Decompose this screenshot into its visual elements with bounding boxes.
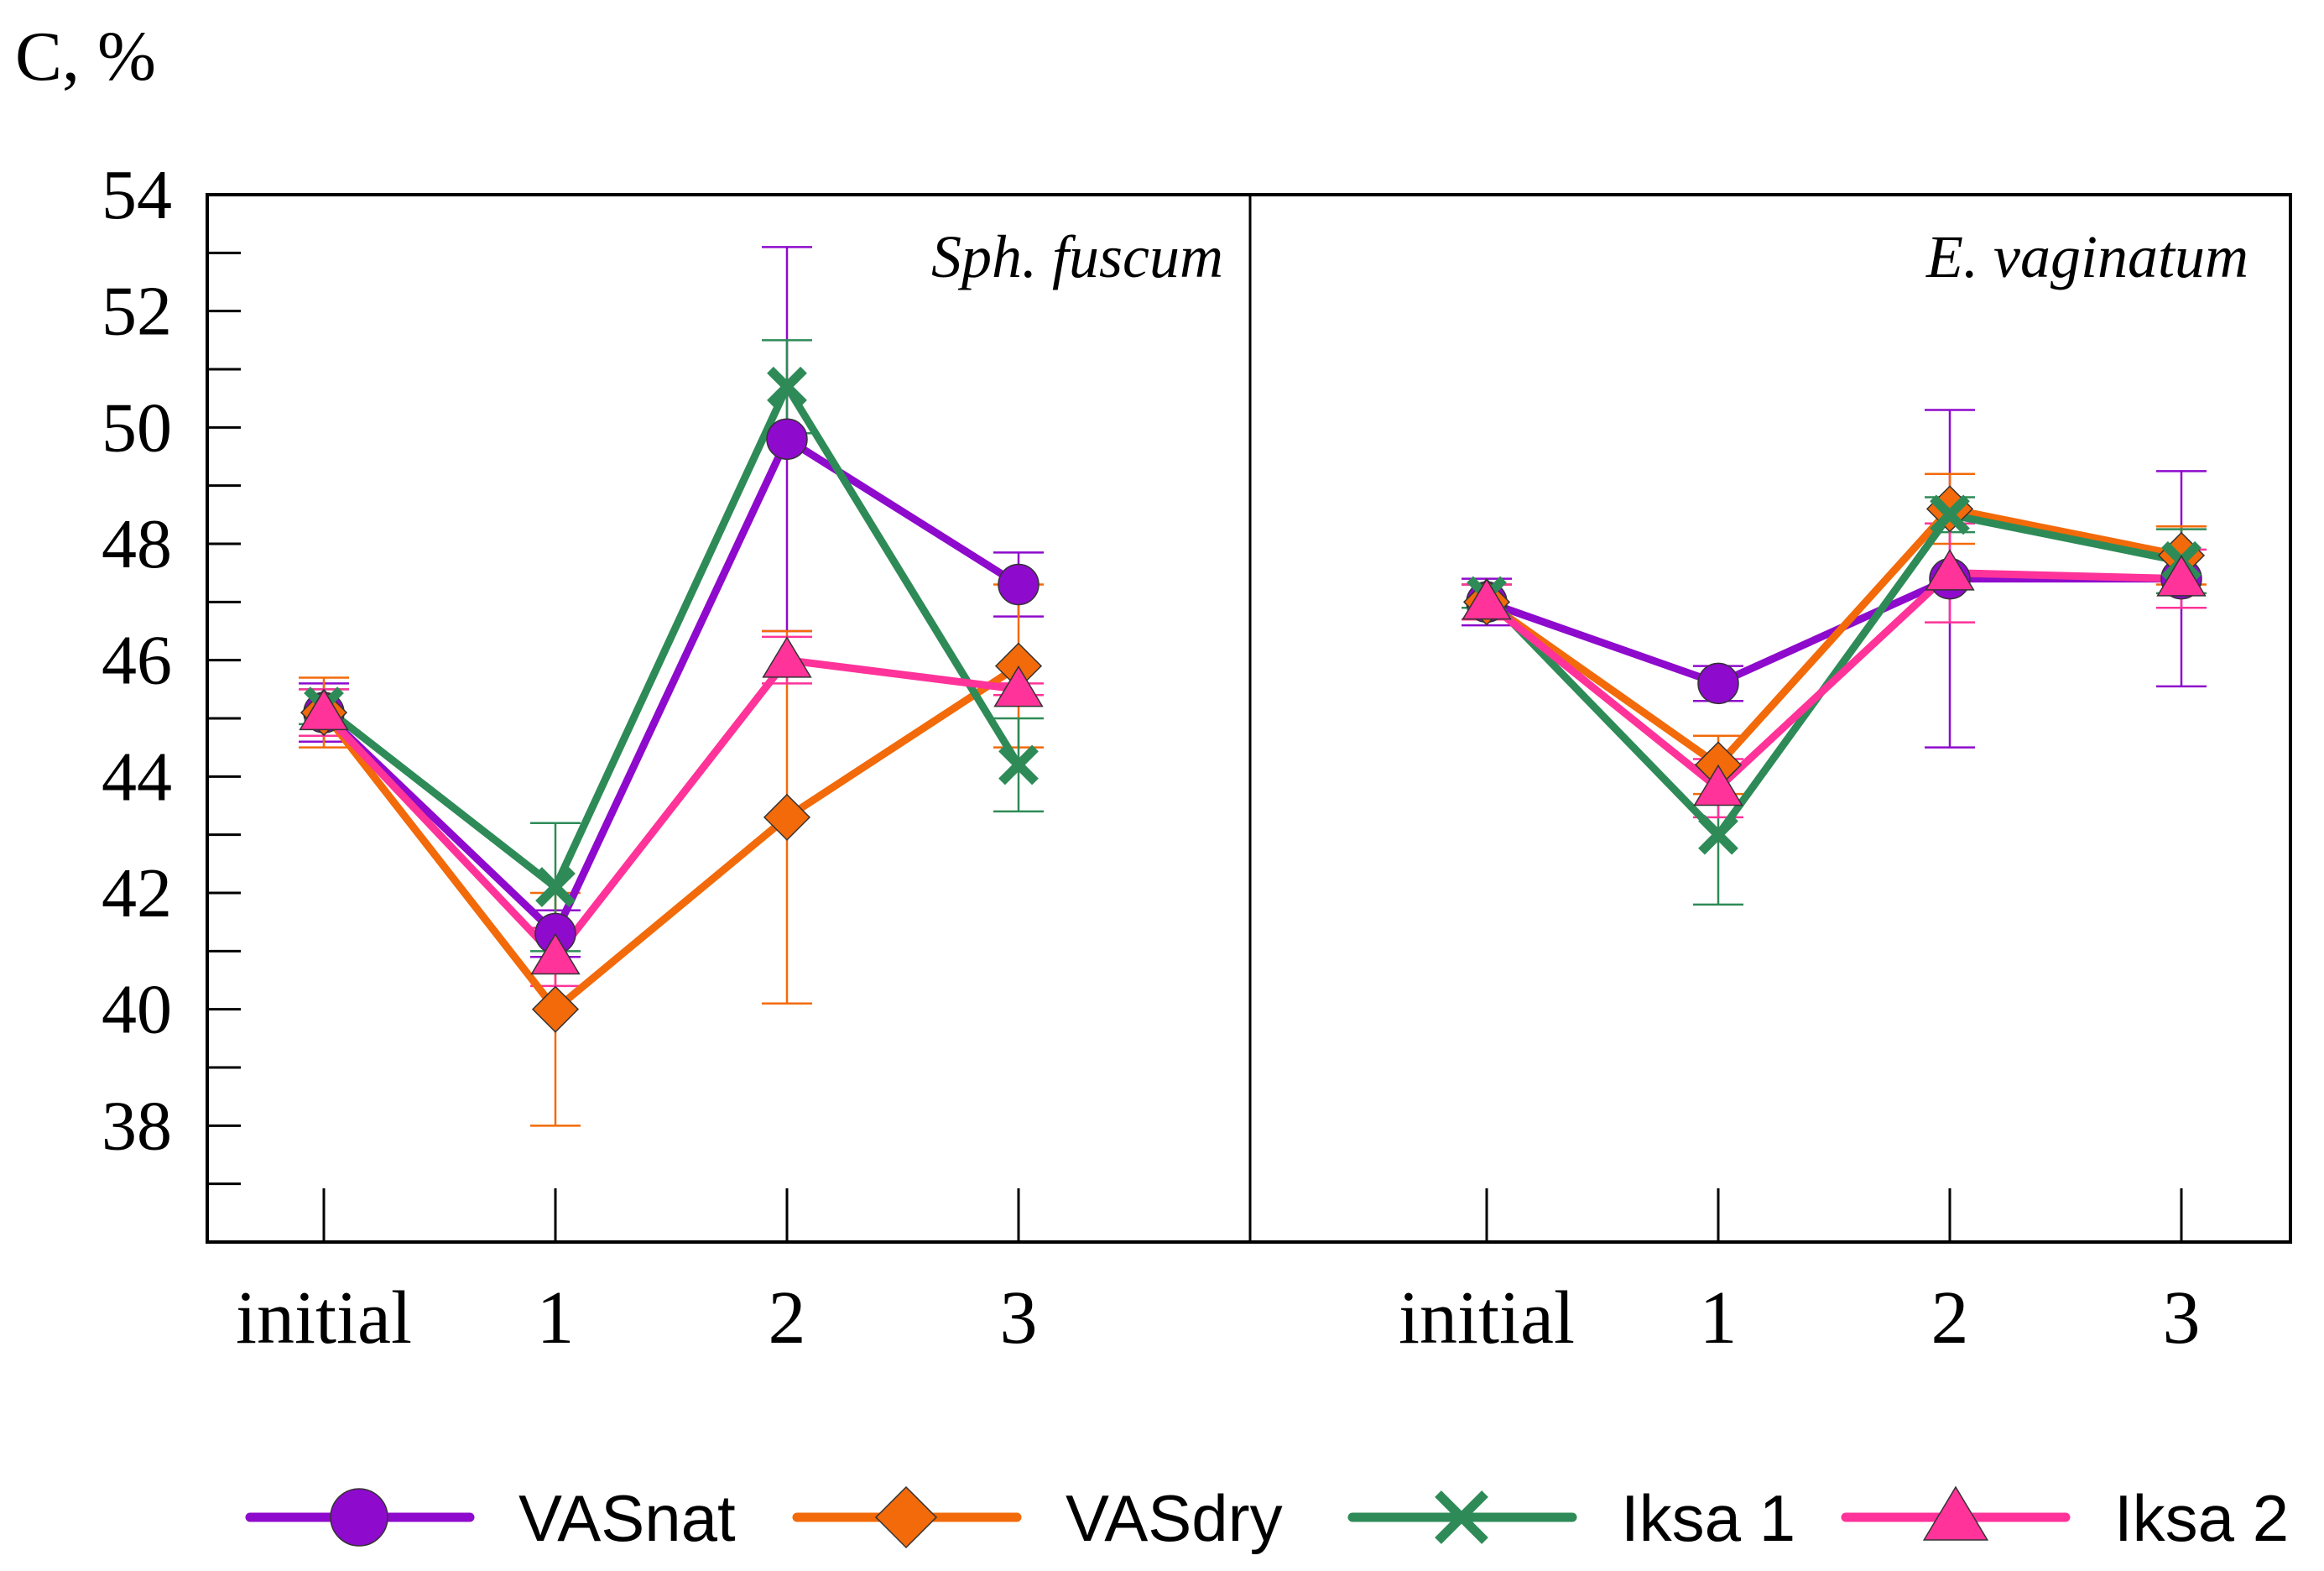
series-line-vasdry: [320, 662, 1021, 1014]
marker-x: [1930, 494, 1970, 535]
legend-item-iksa-1: Iksa 1: [1347, 1481, 1795, 1555]
error-bars-vasdry: [299, 583, 1044, 1127]
series-line-vasnat: [1485, 575, 2181, 687]
series-line-iksa-1: [321, 383, 1022, 891]
series-points-vasdry: [300, 642, 1043, 1033]
marker-triangle: [1462, 577, 1512, 620]
y-tick-label: 42: [102, 854, 172, 932]
y-tick-label: 50: [102, 389, 172, 467]
series-line-vasdry: [1484, 504, 2182, 769]
error-bars-iksa-1: [1462, 496, 2207, 906]
series-points-iksa-2: [1462, 549, 2207, 806]
legend-item-vasdry: VASdry: [792, 1481, 1283, 1555]
marker-triangle: [1693, 764, 1743, 806]
y-axis-label: C, %: [15, 18, 156, 96]
x-tick-label: 3: [2163, 1276, 2201, 1360]
marker-triangle: [1922, 1485, 1989, 1541]
marker-circle: [998, 563, 1040, 606]
legend-label: Iksa 1: [1621, 1481, 1795, 1555]
x-tick-label: initial: [1399, 1276, 1575, 1360]
series-line-iksa-1: [1483, 510, 2182, 839]
marker-triangle: [530, 932, 581, 975]
legend-label: Iksa 2: [2114, 1481, 2289, 1555]
marker-circle: [330, 1488, 388, 1547]
marker-diamond: [531, 985, 580, 1033]
x-tick-label: 2: [1931, 1276, 1969, 1360]
marker-triangle: [993, 665, 1044, 707]
panel-title: E. vaginatum: [1925, 223, 2248, 290]
marker-diamond: [874, 1485, 938, 1549]
marker-x: [767, 366, 807, 407]
y-tick-label: 44: [102, 738, 172, 816]
marker-x-stroke: [767, 366, 807, 407]
y-tick-label: 54: [102, 156, 172, 234]
marker-x: [998, 744, 1039, 786]
series-line-iksa-2: [1484, 569, 2182, 792]
panel-title: Sph. fuscum: [931, 223, 1223, 290]
y-tick-label: 40: [102, 971, 172, 1049]
marker-x-stroke: [1930, 494, 1970, 535]
marker-x-stroke: [998, 744, 1039, 786]
marker-triangle: [2156, 555, 2207, 597]
x-tick-label: 1: [537, 1276, 575, 1360]
panel-1: Sph. fuscum: [299, 223, 1223, 1127]
marker-x: [535, 867, 576, 907]
marker-triangle: [299, 688, 349, 731]
legend-item-vasnat: VASnat: [245, 1481, 736, 1555]
x-tick-label: 3: [1000, 1276, 1038, 1360]
marker-diamond: [763, 793, 811, 841]
y-tick-label: 46: [102, 622, 172, 700]
marker-x-stroke: [1698, 814, 1738, 855]
legend: VASnat VASdry Iksa 1 Iksa 2: [245, 1481, 2289, 1555]
legend-label: VASnat: [518, 1481, 736, 1555]
x-tick-label: initial: [236, 1276, 412, 1360]
marker-x-stroke: [1435, 1490, 1488, 1544]
marker-circle: [766, 418, 808, 460]
series-line-vasnat: [320, 435, 1021, 938]
y-tick-label: 38: [102, 1087, 172, 1165]
marker-x: [1698, 814, 1738, 855]
axes: 38 40 42 44 46 48 50 52 54 initial 1 2 3 initial 1 2 3: [102, 156, 2292, 1360]
series-line-iksa-2: [320, 656, 1019, 961]
marker-x-stroke: [535, 867, 576, 907]
marker-triangle: [1925, 549, 1975, 591]
series-points-iksa-2: [299, 636, 1044, 975]
panels: Sph. fuscum E. vaginatum: [299, 223, 2248, 1127]
panel-2: E. vaginatum: [1462, 223, 2248, 906]
error-bars-vasnat: [299, 246, 1044, 958]
y-tick-label: 48: [102, 505, 172, 583]
x-tick-label: 2: [769, 1276, 806, 1360]
x-tick-label: 1: [1700, 1276, 1738, 1360]
marker-circle: [1697, 662, 1739, 705]
legend-item-iksa-2: Iksa 2: [1841, 1481, 2289, 1555]
marker-x: [1435, 1490, 1488, 1544]
y-tick-label: 52: [102, 273, 172, 351]
marker-triangle: [762, 636, 812, 678]
legend-label: VASdry: [1066, 1481, 1283, 1555]
